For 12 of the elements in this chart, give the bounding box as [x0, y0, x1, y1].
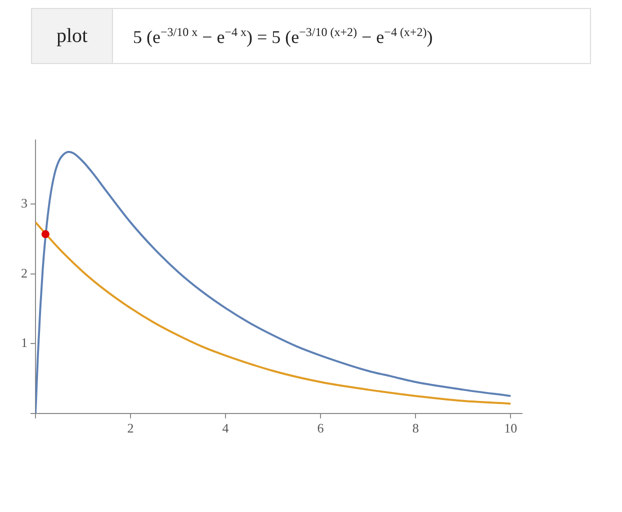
x-tick-label: 2 — [127, 420, 134, 436]
x-tick-label: 8 — [412, 420, 419, 436]
x-tick-label: 10 — [504, 420, 518, 436]
y-tick-label: 2 — [21, 265, 28, 280]
line-series — [36, 221, 512, 405]
x-tick-label: 4 — [222, 420, 230, 436]
line-series — [36, 150, 512, 414]
chart-title: plot — [32, 9, 113, 63]
y-tick-label: 3 — [21, 196, 28, 211]
text: 5 (e$^{−3/10 x}$ − e$^{−4 x}$) = 5 (e$^{−3/10 (x+2)}$ − e$^{−4 (x+2)}$) — [133, 24, 433, 46]
y-tick-label: 1 — [21, 335, 28, 350]
x-tick-label: 6 — [317, 420, 324, 436]
